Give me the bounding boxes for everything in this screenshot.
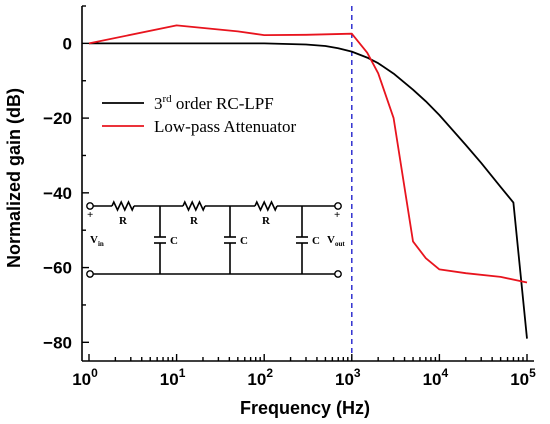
y-tick-label: −60: [43, 259, 72, 278]
y-tick-label: −20: [43, 109, 72, 128]
x-tick-label: 100: [72, 366, 98, 389]
y-tick-label: 0: [63, 34, 72, 53]
x-tick-label: 101: [160, 366, 186, 389]
x-tick-label: 105: [510, 366, 536, 389]
resistor: [254, 200, 278, 212]
y-axis-title: Normalized gain (dB): [4, 88, 24, 268]
resistor-label: R: [190, 215, 199, 227]
capacitor-label: C: [170, 235, 178, 247]
circuit-terminal: [334, 270, 342, 278]
resistor-label: R: [119, 215, 128, 227]
y-tick-label: −40: [43, 184, 72, 203]
vout-label: Vout: [327, 234, 345, 248]
resistor-label: R: [262, 215, 271, 227]
circuit-plus-in: +: [87, 209, 93, 221]
x-tick-label: 102: [247, 366, 273, 389]
x-tick-label: 103: [335, 366, 361, 389]
capacitor-label: C: [312, 235, 320, 247]
series-line-rc-lpf: [89, 42, 528, 339]
legend-label: 3rd order RC-LPF: [154, 93, 274, 113]
series-line-attenuator: [88, 24, 528, 284]
y-tick-label: −80: [43, 333, 72, 352]
vin-label: Vin: [90, 234, 104, 248]
circuit-inset: R R RC C C+ +Vin Vout: [86, 200, 345, 278]
legend-label: Low-pass Attenuator: [154, 117, 296, 136]
x-tick-label: 104: [423, 366, 449, 389]
capacitor-label: C: [240, 235, 248, 247]
x-axis-title: Frequency (Hz): [240, 398, 370, 418]
circuit-plus-out: +: [334, 209, 340, 221]
circuit-terminal: [86, 270, 94, 278]
resistor: [182, 200, 206, 212]
resistor: [111, 200, 135, 212]
